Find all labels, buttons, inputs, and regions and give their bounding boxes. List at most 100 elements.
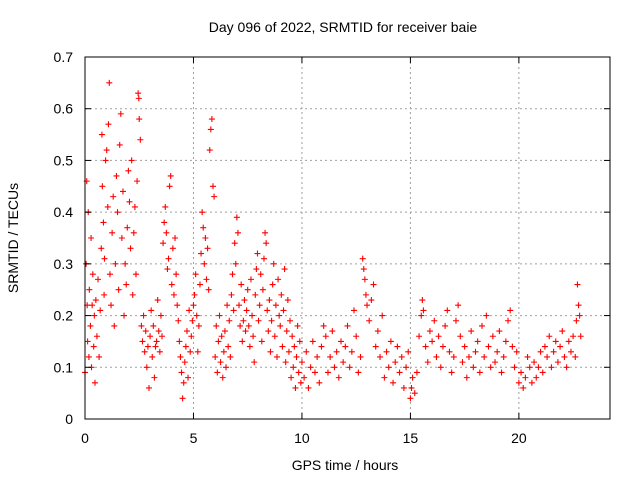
data-point	[121, 312, 128, 319]
data-point	[381, 374, 388, 381]
data-point	[557, 343, 564, 350]
data-point	[254, 250, 261, 257]
data-point	[145, 384, 152, 391]
data-point	[153, 338, 160, 345]
data-point	[215, 338, 222, 345]
data-point	[130, 229, 137, 236]
data-point	[531, 359, 538, 366]
data-point	[572, 353, 579, 360]
data-point	[226, 317, 233, 324]
data-point	[271, 333, 278, 340]
x-axis-label: GPS time / hours	[292, 457, 399, 473]
data-point	[90, 343, 97, 350]
data-point	[450, 353, 457, 360]
data-point	[156, 348, 163, 355]
data-point	[252, 291, 259, 298]
data-point	[524, 353, 531, 360]
data-point	[457, 333, 464, 340]
data-point	[138, 322, 145, 329]
data-point	[128, 157, 135, 164]
data-point	[241, 297, 248, 304]
data-point	[201, 260, 208, 267]
data-point	[264, 307, 271, 314]
data-point	[502, 338, 509, 345]
data-point	[431, 317, 438, 324]
data-points	[82, 79, 584, 402]
data-point	[100, 219, 107, 226]
data-point	[279, 343, 286, 350]
data-point	[280, 307, 287, 314]
data-point	[228, 291, 235, 298]
data-point	[575, 302, 582, 309]
data-point	[511, 364, 518, 371]
data-point	[492, 359, 499, 366]
data-point	[494, 348, 501, 355]
data-point	[127, 245, 134, 252]
data-point	[251, 359, 258, 366]
data-point	[163, 229, 170, 236]
data-point	[236, 302, 243, 309]
y-tick-label: 0.4	[54, 204, 74, 220]
data-point	[483, 312, 490, 319]
data-point	[364, 302, 371, 309]
data-point	[206, 147, 213, 154]
data-point	[270, 260, 277, 267]
data-point	[570, 333, 577, 340]
data-point	[390, 379, 397, 386]
data-point	[135, 90, 142, 97]
y-tick-label: 0.1	[54, 359, 74, 375]
data-point	[131, 203, 138, 210]
data-point	[311, 369, 318, 376]
data-point	[426, 328, 433, 335]
data-point	[561, 353, 568, 360]
data-point	[296, 338, 303, 345]
data-point	[148, 307, 155, 314]
data-point	[379, 312, 386, 319]
chart-title: Day 096 of 2022, SRMTID for receiver bai…	[209, 19, 478, 35]
data-point	[179, 395, 186, 402]
data-point	[377, 353, 384, 360]
data-point	[87, 322, 94, 329]
data-point	[485, 343, 492, 350]
data-point	[247, 276, 254, 283]
data-point	[394, 343, 401, 350]
data-point	[253, 266, 260, 273]
x-tick-label: 15	[403, 430, 419, 446]
data-point	[262, 229, 269, 236]
data-point	[225, 343, 232, 350]
data-point	[340, 359, 347, 366]
y-axis-label: SRMTID / TECUs	[5, 183, 21, 293]
data-point	[342, 343, 349, 350]
data-point	[140, 312, 147, 319]
data-point	[348, 348, 355, 355]
data-point	[337, 338, 344, 345]
data-point	[189, 317, 196, 324]
data-point	[188, 333, 195, 340]
data-point	[316, 379, 323, 386]
data-point	[239, 338, 246, 345]
x-tick-label: 5	[190, 430, 198, 446]
data-point	[229, 271, 236, 278]
x-tick-label: 10	[294, 430, 310, 446]
data-point	[182, 343, 189, 350]
data-point	[408, 384, 415, 391]
data-point	[398, 353, 405, 360]
data-point	[518, 369, 525, 376]
data-point	[372, 343, 379, 350]
data-point	[309, 338, 316, 345]
data-point	[101, 291, 108, 298]
data-point	[194, 348, 201, 355]
data-point	[246, 343, 253, 350]
data-point	[96, 353, 103, 360]
data-point	[353, 333, 360, 340]
data-point	[176, 338, 183, 345]
data-point	[98, 131, 105, 138]
data-point	[305, 384, 312, 391]
data-point	[400, 384, 407, 391]
data-point	[204, 245, 211, 252]
data-point	[422, 343, 429, 350]
data-point	[314, 353, 321, 360]
data-point	[93, 333, 100, 340]
data-point	[114, 209, 121, 216]
data-point	[211, 193, 218, 200]
